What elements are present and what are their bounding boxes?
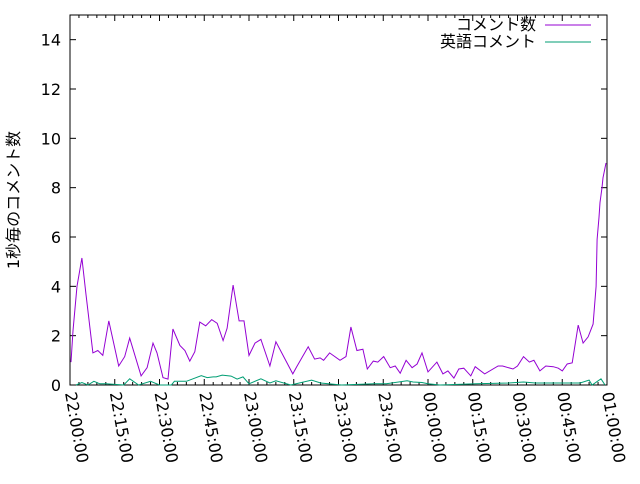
x-tick-label: 23:30:00 xyxy=(330,390,361,464)
x-tick-label: 23:45:00 xyxy=(374,390,405,464)
series-line-1 xyxy=(75,374,606,386)
series-lines xyxy=(70,162,607,386)
y-axis-label: 1秒毎のコメント数 xyxy=(4,131,23,269)
x-tick-label: 00:45:00 xyxy=(553,390,584,464)
x-tick-label: 23:00:00 xyxy=(240,390,271,464)
y-tick-label: 8 xyxy=(51,179,61,198)
y-tick-label: 10 xyxy=(41,129,61,148)
plot-border xyxy=(69,14,608,386)
x-tick-label: 00:15:00 xyxy=(464,390,495,464)
y-tick-label: 14 xyxy=(41,31,61,50)
x-tick-label: 23:15:00 xyxy=(285,390,316,464)
x-tick-label: 22:30:00 xyxy=(151,390,182,464)
x-tick-label: 22:45:00 xyxy=(195,390,226,464)
x-tick-label: 00:30:00 xyxy=(509,390,540,464)
y-tick-label: 12 xyxy=(41,80,61,99)
legend-label: コメント数 xyxy=(456,15,536,34)
x-tick-label: 00:00:00 xyxy=(419,390,450,464)
x-tick-label: 22:15:00 xyxy=(106,390,137,464)
series-line-0 xyxy=(70,162,607,380)
y-tick-label: 0 xyxy=(51,376,61,395)
axes: 0 2 4 6 8 10 12 14 22:00:00 22:15:00 22:30:00 22:45… xyxy=(41,14,629,464)
x-tick-label: 01:00:00 xyxy=(598,390,629,464)
y-tick-label: 4 xyxy=(51,277,61,296)
y-tick-label: 6 xyxy=(51,228,61,247)
x-tick-label: 22:00:00 xyxy=(61,390,92,464)
legend-label: 英語コメント xyxy=(440,32,536,51)
y-tick-label: 2 xyxy=(51,327,61,346)
